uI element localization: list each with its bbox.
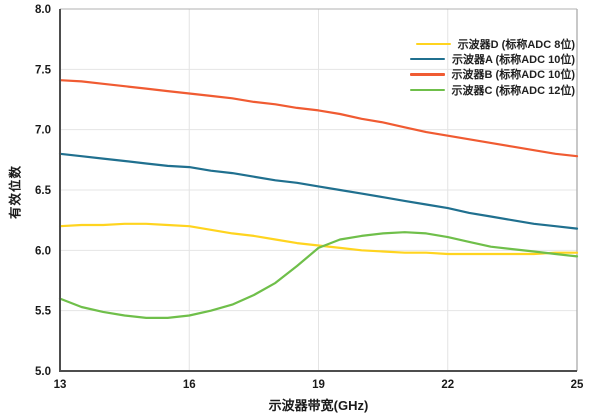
y-tick-label: 6.5 <box>35 185 52 197</box>
y-tick-label: 7.0 <box>35 125 51 137</box>
y-tick-label: 5.0 <box>35 366 51 378</box>
legend-item-1: 示波器A (标称ADC 10位) <box>409 52 575 67</box>
x-tick-label: 22 <box>441 379 454 391</box>
x-tick-label: 19 <box>312 379 325 391</box>
legend-label: 示波器D (标称ADC 8位) <box>457 38 575 51</box>
y-tick-label: 7.5 <box>35 64 52 76</box>
series-line-0 <box>58 222 579 256</box>
y-tick-label: 8.0 <box>35 4 51 16</box>
legend-item-2: 示波器B (标称ADC 10位) <box>409 68 575 82</box>
y-axis-title: 有效位数 <box>8 164 23 220</box>
legend-line-swatch <box>409 57 445 61</box>
legend: 示波器D (标称ADC 8位) 示波器A (标称ADC 10位) 示波器B (标称A… <box>409 37 575 97</box>
legend-item-0: 示波器D (标称ADC 8位) <box>410 37 575 51</box>
x-tick-label: 16 <box>183 379 196 391</box>
y-tick-label: 6.0 <box>35 245 51 257</box>
legend-line-swatch <box>409 88 445 92</box>
x-axis-title: 示波器带宽(GHz) <box>268 398 369 413</box>
legend-label: 示波器A (标称ADC 10位) <box>451 54 575 67</box>
series-line-1 <box>58 152 579 230</box>
legend-label: 示波器C (标称ADC 12位) <box>451 84 575 97</box>
legend-item-3: 示波器C (标称ADC 12位) <box>409 83 575 97</box>
y-tick-label: 5.5 <box>35 306 52 318</box>
legend-line-swatch <box>409 73 445 76</box>
series-line-3 <box>58 231 579 319</box>
series-line-2 <box>58 79 579 158</box>
legend-label: 示波器B (标称ADC 10位) <box>451 69 575 82</box>
x-tick-label: 13 <box>54 379 67 391</box>
x-tick-label: 25 <box>571 379 584 391</box>
legend-line-swatch <box>415 42 451 45</box>
